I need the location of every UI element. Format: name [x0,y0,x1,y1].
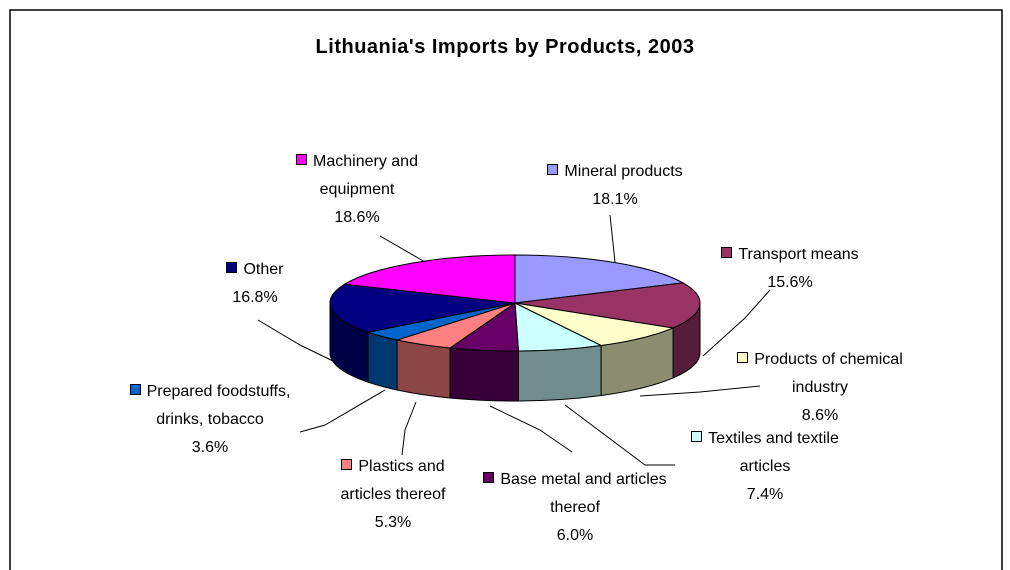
value-label: 18.6% [334,209,380,226]
value-label: 6.0% [556,527,594,544]
slice-label: Other 16.8% [210,256,300,312]
legend-marker [483,472,495,483]
value-label: 8.6% [801,407,839,424]
legend-marker [691,431,703,442]
slice-label: Base metal and articles thereof 6.0% [470,466,680,550]
leader-line [299,389,386,433]
legend-marker [296,154,308,165]
category-label: Base metal and articles thereof [500,471,667,516]
value-label: 7.4% [746,486,784,503]
pie-slice [343,254,516,304]
slice-label: Mineral products 18.1% [520,158,710,214]
pie-slice [514,254,685,304]
slice-label: Prepared foodstuffs, drinks, tobacco 3.6% [110,378,310,462]
leader-line [379,235,426,263]
slice-label: Transport means 15.6% [700,241,880,297]
pie-slice [329,283,516,333]
category-label: Machinery and equipment [313,153,418,198]
leader-line [401,401,417,456]
category-label: Transport means [738,246,859,263]
chart-title: Lithuania's Imports by Products, 2003 [315,36,695,58]
slice-label: Plastics and articles thereof 5.3% [318,453,468,537]
legend-marker [737,352,749,363]
leader-line [639,385,761,397]
pie-side [449,347,519,402]
pie-side [367,331,398,391]
category-label: Mineral products [564,163,683,180]
value-label: 5.3% [374,514,412,531]
frame [9,9,1003,570]
leader-line [702,289,771,357]
leader-line [564,404,675,466]
leader-line [257,319,336,363]
value-label: 18.1% [592,191,638,208]
legend-marker [341,459,353,470]
pie-slice [514,282,701,329]
category-label: Plastics and articles thereof [340,458,446,503]
pie-slice [514,302,675,347]
leader-line [609,214,616,263]
leader-line [489,405,573,453]
legend-marker [547,164,559,175]
pie-side [517,344,602,402]
slice-label: Machinery and equipment 18.6% [282,148,432,232]
legend-marker [129,384,141,395]
value-label: 16.8% [232,289,278,306]
value-label: 15.6% [767,274,813,291]
slice-label: Products of chemical industry 8.6% [715,346,925,430]
legend-marker [226,262,238,273]
pie-side [396,339,451,399]
category-label: Textiles and textile articles [708,430,839,475]
category-label: Prepared foodstuffs, drinks, tobacco [146,383,291,428]
slice-label: Textiles and textile articles 7.4% [670,425,860,509]
category-label: Products of chemical industry [754,351,903,396]
category-label: Other [243,261,284,278]
legend-marker [721,247,733,258]
value-label: 3.6% [191,439,229,456]
